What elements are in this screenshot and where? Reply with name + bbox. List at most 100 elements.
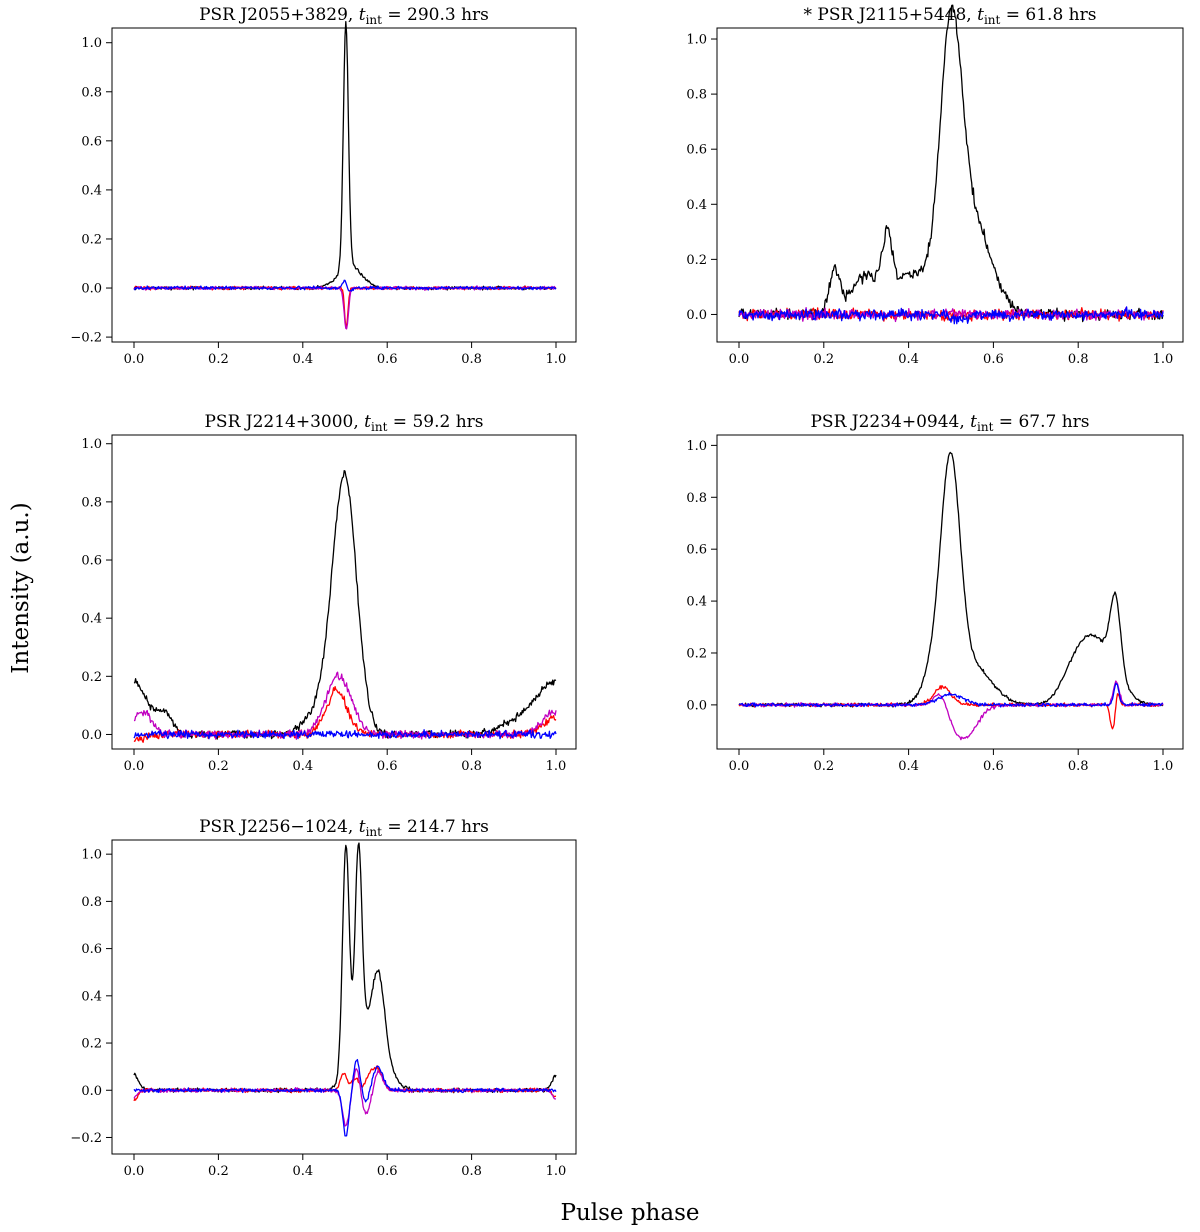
axes-frame: [716, 27, 1184, 343]
x-tick-label: 1.0: [1153, 352, 1174, 367]
y-tick-label: 0.8: [686, 88, 707, 103]
series-V: [133, 279, 557, 292]
series-V: [133, 1058, 557, 1137]
x-tick-label: 0.0: [124, 759, 145, 774]
x-tick-label: 0.8: [1068, 352, 1089, 367]
title-prefix: PSR J2234+0944,: [810, 412, 970, 432]
series-V: [738, 306, 1164, 325]
series-L: [133, 1065, 557, 1102]
x-tick-label: 1.0: [546, 352, 567, 367]
y-tick-label: 0.6: [686, 143, 707, 158]
title-suffix: = 59.2 hrs: [387, 412, 483, 432]
y-tick-label: 0.0: [686, 308, 707, 323]
x-tick-label: 0.2: [208, 352, 229, 367]
x-tick-label: 0.6: [377, 1164, 398, 1179]
series-I: [133, 842, 557, 1094]
y-tick-label: 1.0: [686, 33, 707, 48]
y-tick-label: 0.6: [81, 554, 102, 569]
panel-title: * PSR J2115+5448, tint = 61.8 hrs: [804, 5, 1097, 27]
series-I: [133, 20, 557, 291]
title-subscript: int: [366, 825, 383, 839]
y-tick-label: 0.0: [81, 282, 102, 297]
y-tick-label: 0.0: [81, 1084, 102, 1099]
title-subscript: int: [977, 420, 994, 434]
x-tick-label: 1.0: [1153, 759, 1174, 774]
x-tick-label: 1.0: [546, 759, 567, 774]
y-tick-label: 0.8: [81, 85, 102, 100]
series-I: [738, 4, 1164, 323]
x-tick-label: 0.6: [983, 352, 1004, 367]
x-tick-label: 0.4: [292, 352, 313, 367]
title-suffix: = 290.3 hrs: [382, 5, 489, 25]
x-tick-label: 0.0: [729, 352, 750, 367]
series-Q: [738, 680, 1164, 741]
y-tick-label: 1.0: [686, 439, 707, 454]
panel-3: PSR J2214+3000, tint = 59.2 hrs 0.0 0.2 0.4…: [81, 412, 577, 774]
panel-4: PSR J2234+0944, tint = 67.7 hrs 0.0 0.2 0.4…: [686, 412, 1184, 774]
panel-1: PSR J2055+3829, tint = 290.3 hrs 0.0 0.2 0.…: [70, 5, 577, 367]
series-V: [738, 682, 1164, 708]
axes-frame: [111, 434, 577, 750]
axes-frame: [111, 839, 577, 1155]
title-t: t: [364, 412, 371, 432]
x-tick-label: 0.4: [292, 1164, 313, 1179]
title-suffix: = 67.7 hrs: [993, 412, 1089, 432]
y-tick-label: 1.0: [81, 437, 102, 452]
x-tick-label: 0.8: [1068, 759, 1089, 774]
series-I: [738, 451, 1164, 708]
y-tick-label: 0.4: [686, 198, 707, 213]
x-tick-label: 0.2: [208, 1164, 229, 1179]
title-prefix: PSR J2214+3000,: [204, 412, 364, 432]
panel-2: * PSR J2115+5448, tint = 61.8 hrs 0.0 0.2 0…: [686, 4, 1184, 367]
panels: PSR J2055+3829, tint = 290.3 hrs 0.0 0.2 0.…: [70, 4, 1184, 1179]
y-tick-label: 0.8: [686, 491, 707, 506]
series-V: [133, 729, 557, 740]
y-tick-label: 0.2: [686, 646, 707, 661]
y-tick-label: 1.0: [81, 848, 102, 863]
x-tick-label: 0.8: [461, 759, 482, 774]
x-tick-label: 0.0: [124, 352, 145, 367]
panel-title: PSR J2055+3829, tint = 290.3 hrs: [199, 5, 489, 27]
panel-title: PSR J2256−1024, tint = 214.7 hrs: [199, 817, 489, 839]
x-tick-label: 0.4: [292, 759, 313, 774]
title-suffix: = 214.7 hrs: [382, 817, 489, 837]
y-tick-label: 0.0: [686, 698, 707, 713]
y-tick-label: 0.6: [81, 134, 102, 149]
title-t: t: [970, 412, 977, 432]
y-tick-label: 0.8: [81, 895, 102, 910]
y-tick-label: 0.4: [686, 595, 707, 610]
title-t: t: [359, 5, 366, 25]
y-tick-label: 0.6: [686, 543, 707, 558]
title-prefix: PSR J2256−1024,: [199, 817, 359, 837]
x-tick-label: 0.6: [377, 352, 398, 367]
x-tick-label: 0.6: [377, 759, 398, 774]
title-suffix: = 61.8 hrs: [1000, 5, 1096, 25]
y-tick-label: −0.2: [70, 1131, 102, 1146]
series-Q: [133, 1068, 557, 1127]
y-tick-label: 0.4: [81, 612, 102, 627]
y-tick-label: 1.0: [81, 36, 102, 51]
y-tick-label: −0.2: [70, 331, 102, 346]
y-tick-label: 0.8: [81, 495, 102, 510]
y-tick-label: 0.6: [81, 942, 102, 957]
panel-title: PSR J2214+3000, tint = 59.2 hrs: [204, 412, 483, 434]
panel-5: PSR J2256−1024, tint = 214.7 hrs 0.0 0.2 0.…: [70, 817, 577, 1179]
title-subscript: int: [366, 13, 383, 27]
x-tick-label: 0.0: [124, 1164, 145, 1179]
x-tick-label: 0.0: [729, 759, 750, 774]
axes-frame: [111, 27, 577, 343]
x-axis-label: Pulse phase: [560, 1200, 699, 1226]
y-tick-label: 0.2: [686, 253, 707, 268]
x-tick-label: 0.2: [208, 759, 229, 774]
x-tick-label: 1.0: [546, 1164, 567, 1179]
y-tick-label: 0.2: [81, 232, 102, 247]
y-axis-label: Intensity (a.u.): [8, 502, 34, 673]
x-tick-label: 0.6: [983, 759, 1004, 774]
y-tick-label: 0.0: [81, 728, 102, 743]
x-tick-label: 0.4: [898, 759, 919, 774]
y-tick-label: 0.2: [81, 670, 102, 685]
axes-frame: [716, 434, 1184, 750]
title-t: t: [977, 5, 984, 25]
title-subscript: int: [984, 13, 1001, 27]
